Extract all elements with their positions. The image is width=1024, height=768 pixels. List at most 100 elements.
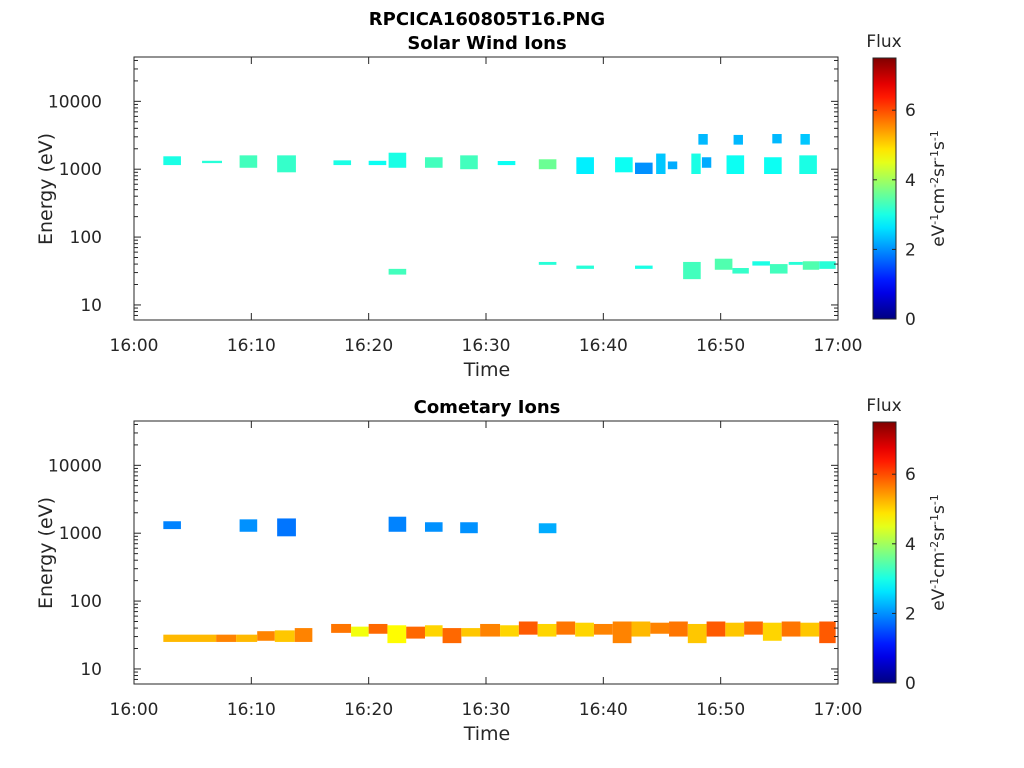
flux-cell <box>656 153 666 174</box>
x-tick-label: 16:50 <box>696 336 745 356</box>
flux-cell <box>460 155 478 170</box>
colorbar-unit-label: eV-1cm-2sr-1s-1 <box>928 130 950 247</box>
flux-cell <box>725 622 745 637</box>
flux-cell <box>497 161 516 166</box>
x-tick-label: 16:50 <box>696 700 745 720</box>
solar-wind-panel: Solar Wind Ions 10 100 1000 10000 16:00 16:10… <box>35 32 949 381</box>
x-tick-label: 16:00 <box>110 700 159 720</box>
flux-cell <box>406 626 425 639</box>
flux-cell <box>799 155 817 174</box>
y-axis-label: Energy (eV) <box>35 497 57 609</box>
figure-title: RPCICA160805T16.PNG <box>369 9 605 30</box>
flux-cell <box>518 621 538 635</box>
flux-cell <box>239 519 258 532</box>
flux-cell <box>819 261 836 269</box>
plot-background <box>134 421 838 684</box>
spectrogram-plot-area: 10 100 1000 10000 16:00 16:10 16:20 16:30 16:40 1… <box>48 420 949 720</box>
flux-cell <box>576 265 594 269</box>
flux-cell <box>683 261 701 280</box>
flux-cell <box>744 621 763 635</box>
flux-cell <box>752 261 770 266</box>
flux-cell <box>631 621 651 637</box>
flux-cell <box>687 623 707 644</box>
flux-cell <box>236 634 258 642</box>
flux-cell <box>331 623 352 633</box>
flux-cell <box>538 261 557 265</box>
y-tick-label: 1000 <box>59 524 102 544</box>
colorbar-title: Flux <box>866 32 901 52</box>
flux-cell <box>424 625 443 637</box>
x-tick-label: 16:10 <box>227 336 276 356</box>
flux-cell <box>701 157 712 168</box>
flux-cell <box>257 631 275 641</box>
plot-background <box>134 57 838 320</box>
x-tick-label: 16:30 <box>462 700 511 720</box>
flux-cell <box>538 159 557 170</box>
flux-cell <box>615 157 633 173</box>
flux-cell <box>650 622 670 634</box>
x-tick-label: 16:10 <box>227 700 276 720</box>
panel-title: Cometary Ions <box>414 397 561 418</box>
flux-cell <box>202 160 222 164</box>
flux-cell <box>732 268 749 274</box>
x-tick-label: 16:30 <box>462 336 511 356</box>
y-tick-label: 100 <box>70 592 102 612</box>
y-tick-label: 10000 <box>48 456 102 476</box>
flux-cell <box>819 621 836 644</box>
colorbar-tick-label: 0 <box>905 310 916 330</box>
flux-cell <box>387 625 407 644</box>
flux-cell <box>274 630 295 642</box>
flux-cell <box>769 264 788 274</box>
flux-cell <box>163 521 181 530</box>
flux-cell <box>669 621 688 637</box>
flux-cell <box>537 623 557 637</box>
colorbar <box>872 421 897 684</box>
x-tick-label: 16:40 <box>579 700 628 720</box>
flux-cell <box>388 152 407 168</box>
flux-cell <box>781 621 801 637</box>
flux-cell <box>163 634 217 642</box>
cometary-ions-panel: Cometary Ions 10 100 1000 10000 16:00 16:10 16… <box>35 396 949 745</box>
flux-cell <box>593 623 613 635</box>
x-tick-label: 17:00 <box>814 700 863 720</box>
spectrogram-plot-area: 10 100 1000 10000 16:00 16:10 16:20 16:30 16:40 1… <box>48 56 950 356</box>
flux-cell <box>460 522 478 534</box>
x-tick-label: 16:40 <box>579 336 628 356</box>
flux-cell <box>333 160 352 166</box>
flux-cell <box>726 155 745 174</box>
flux-cell <box>424 157 443 168</box>
flux-cell <box>698 134 708 145</box>
flux-cell <box>424 522 443 532</box>
colorbar-title: Flux <box>866 396 901 416</box>
colorbar-tick-label: 4 <box>905 171 916 191</box>
flux-cell <box>706 621 726 637</box>
flux-cell <box>388 516 407 532</box>
y-tick-label: 1000 <box>59 160 102 180</box>
y-tick-label: 100 <box>70 228 102 248</box>
flux-cell <box>368 160 387 166</box>
flux-cell <box>576 157 594 174</box>
flux-cell <box>442 628 462 644</box>
flux-cell <box>772 134 782 144</box>
x-axis-label: Time <box>463 723 511 745</box>
x-axis-label: Time <box>463 359 511 381</box>
x-tick-label: 16:00 <box>110 336 159 356</box>
panel-title: Solar Wind Ions <box>407 33 566 54</box>
flux-cell <box>764 157 782 174</box>
flux-cell <box>667 161 678 170</box>
flux-cell <box>635 265 653 269</box>
colorbar-tick-label: 6 <box>905 101 916 121</box>
flux-cell <box>788 261 803 265</box>
flux-cell <box>691 153 701 174</box>
flux-cell <box>239 155 258 168</box>
flux-cell <box>635 162 653 174</box>
flux-cell <box>388 268 407 275</box>
flux-cell <box>277 155 296 173</box>
flux-cell <box>800 622 820 637</box>
flux-cell <box>556 621 576 635</box>
flux-cell <box>733 134 743 145</box>
flux-cell <box>351 626 369 637</box>
colorbar-tick-label: 6 <box>905 465 916 485</box>
flux-cell <box>480 623 501 637</box>
colorbar-tick-label: 2 <box>905 240 916 260</box>
